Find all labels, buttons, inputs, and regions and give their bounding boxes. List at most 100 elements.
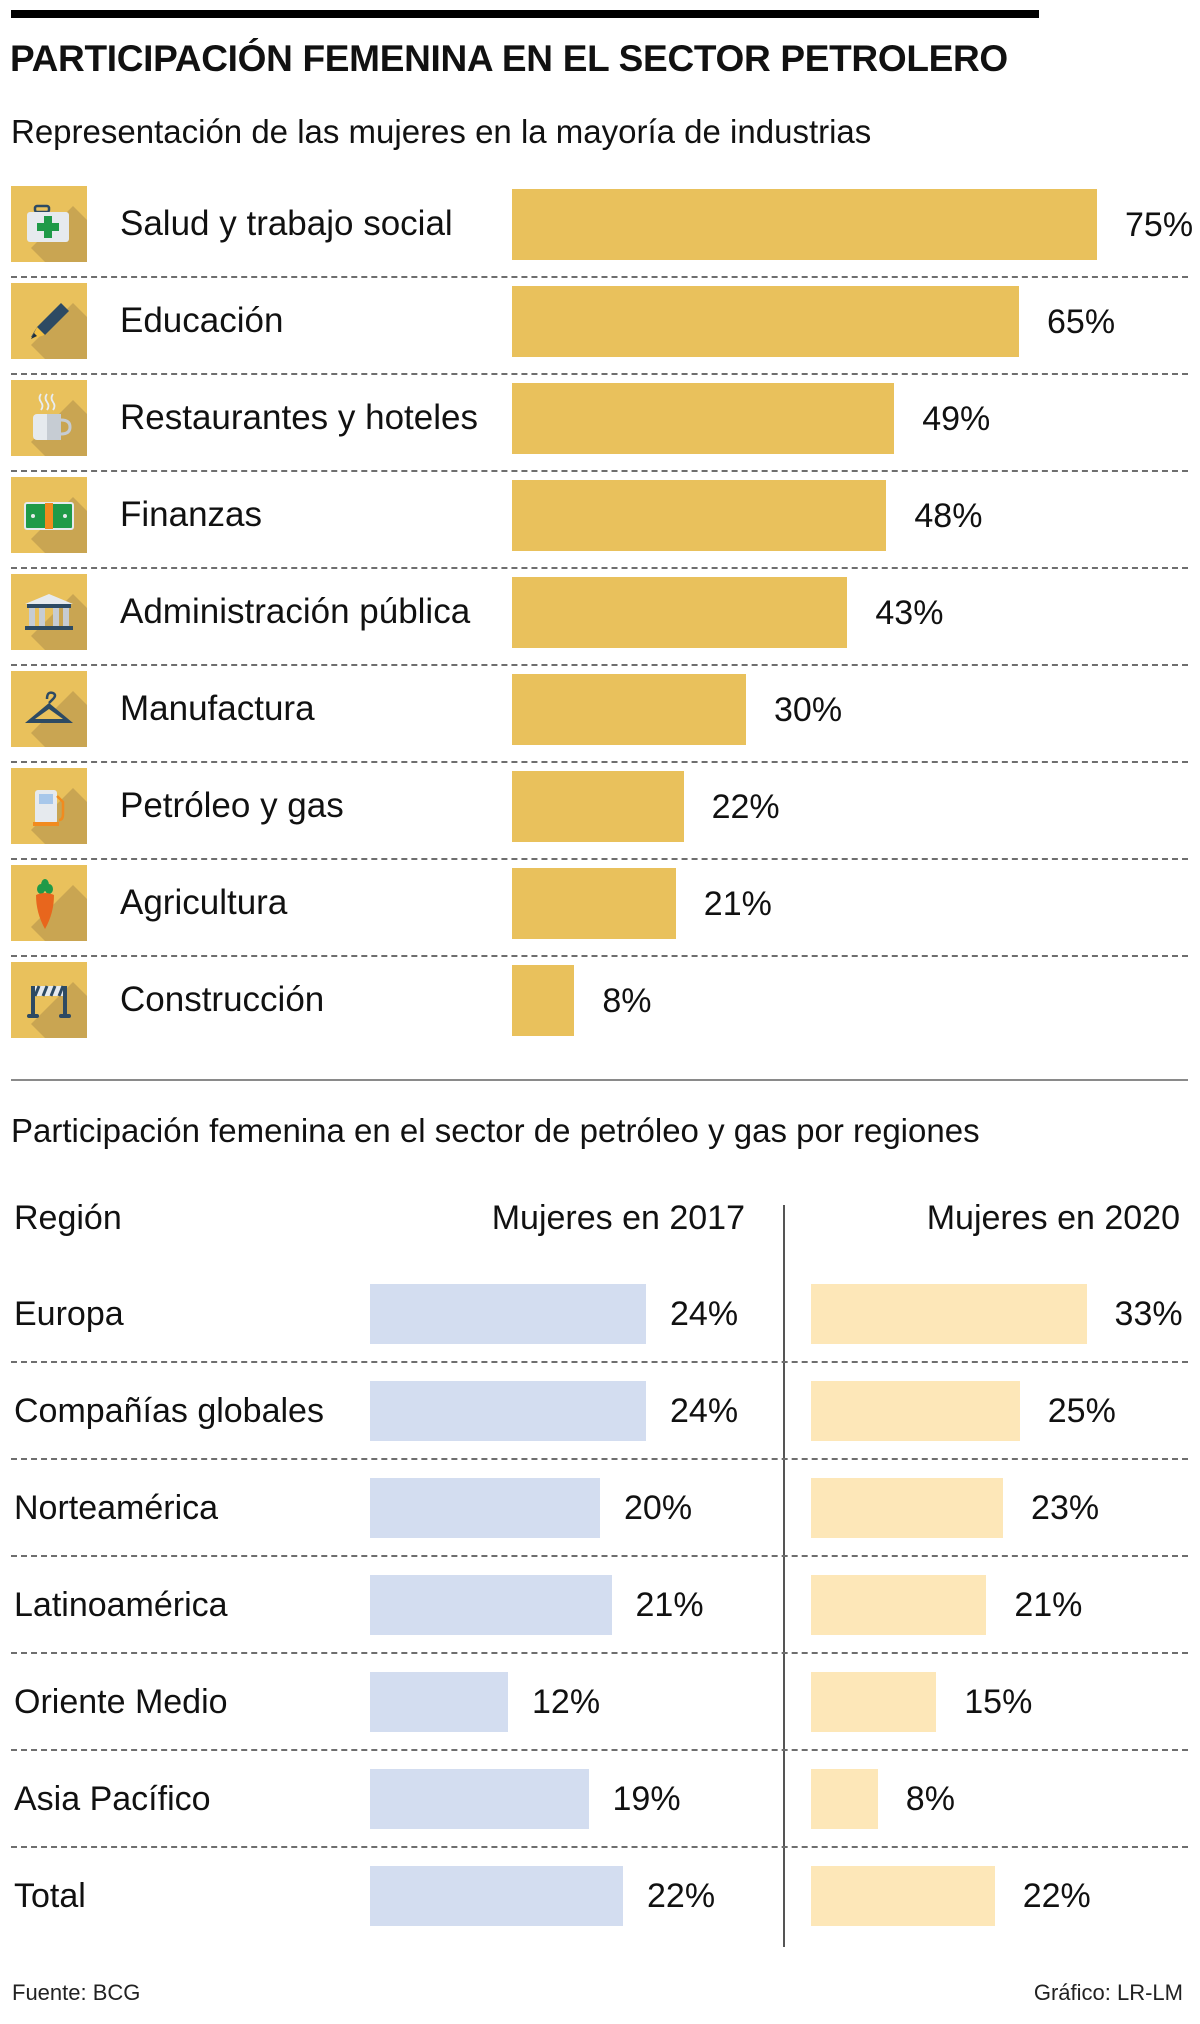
value-label-2017: 22% — [647, 1877, 716, 1915]
row-separator — [11, 1555, 1188, 1557]
industry-label: Construcción — [120, 980, 325, 1019]
page-title: PARTICIPACIÓN FEMENINA EN EL SECTOR PETR… — [10, 38, 1008, 79]
regions-subtitle: Participación femenina en el sector de p… — [11, 1112, 980, 1149]
industry-value-label: 48% — [914, 497, 983, 535]
region-row: Norteamérica 20% 23% — [0, 1462, 1200, 1559]
industry-row: Agricultura 21% — [0, 858, 1200, 957]
bar-2017 — [370, 1672, 508, 1732]
industry-value-label: 30% — [774, 691, 843, 729]
industry-value-label: 8% — [602, 982, 652, 1020]
industry-bar — [512, 286, 1019, 357]
row-separator — [11, 470, 1188, 472]
industry-row: Manufactura 30% — [0, 664, 1200, 763]
bar-2017 — [370, 1478, 600, 1538]
value-label-2017: 12% — [532, 1683, 601, 1721]
industry-row: Restaurantes y hoteles 49% — [0, 373, 1200, 472]
bar-2020 — [811, 1381, 1020, 1441]
industry-label: Manufactura — [120, 689, 315, 728]
value-label-2020: 25% — [1047, 1392, 1116, 1430]
industry-value-label: 49% — [922, 400, 991, 438]
coffee-cup-icon — [11, 380, 87, 456]
industry-label: Petróleo y gas — [120, 786, 344, 825]
row-separator — [11, 858, 1188, 860]
first-aid-kit-icon — [11, 186, 87, 262]
industry-row: Educación 65% — [0, 276, 1200, 375]
section-separator — [11, 1079, 1188, 1081]
bar-2017 — [370, 1769, 589, 1829]
column-header-region: Región — [14, 1199, 122, 1237]
region-row: Latinoamérica 21% 21% — [0, 1559, 1200, 1656]
column-header-2017: Mujeres en 2017 — [491, 1199, 745, 1237]
value-label-2017: 19% — [612, 1780, 681, 1818]
bar-2020 — [811, 1769, 878, 1829]
industry-label: Agricultura — [120, 883, 288, 922]
row-separator — [11, 373, 1188, 375]
row-separator — [11, 567, 1188, 569]
carrot-icon — [11, 865, 87, 941]
bar-2020 — [811, 1575, 987, 1635]
bar-2017 — [370, 1381, 646, 1441]
industry-label: Administración pública — [120, 592, 471, 631]
region-label: Latinoamérica — [14, 1586, 228, 1624]
industry-row: Administración pública 43% — [0, 567, 1200, 666]
value-label-2017: 20% — [624, 1489, 693, 1527]
region-row: Oriente Medio 12% 15% — [0, 1656, 1200, 1753]
industry-row: Construcción 8% — [0, 955, 1200, 1052]
bar-2020 — [811, 1866, 995, 1926]
industries-subtitle: Representación de las mujeres en la mayo… — [11, 113, 872, 150]
row-separator — [11, 761, 1188, 763]
industry-label: Restaurantes y hoteles — [120, 398, 478, 437]
column-divider — [783, 1205, 785, 1947]
row-separator — [11, 1361, 1188, 1363]
region-row: Total 22% 22% — [0, 1850, 1200, 1947]
industry-bar — [512, 868, 676, 939]
source-note: Fuente: BCG — [12, 1980, 141, 2005]
pencil-icon — [11, 283, 87, 359]
banknote-icon — [11, 477, 87, 553]
region-label: Compañías globales — [14, 1392, 324, 1430]
value-label-2017: 24% — [670, 1295, 739, 1333]
bar-2017 — [370, 1866, 623, 1926]
industry-value-label: 43% — [875, 594, 944, 632]
government-building-icon — [11, 574, 87, 650]
industry-value-label: 75% — [1125, 206, 1194, 244]
row-separator — [11, 664, 1188, 666]
industry-bar — [512, 189, 1097, 260]
value-label-2020: 8% — [905, 1780, 955, 1818]
industry-bar — [512, 674, 746, 745]
industry-row: Finanzas 48% — [0, 470, 1200, 569]
industry-bar — [512, 965, 575, 1036]
bar-2020 — [811, 1672, 937, 1732]
value-label-2020: 22% — [1022, 1877, 1091, 1915]
region-label: Asia Pacífico — [14, 1780, 211, 1818]
industry-value-label: 22% — [711, 788, 780, 826]
value-label-2017: 21% — [635, 1586, 704, 1624]
column-header-2020: Mujeres en 2020 — [926, 1199, 1180, 1237]
graphic-credit: Gráfico: LR-LM — [1033, 1980, 1183, 2005]
region-row: Europa 24% 33% — [0, 1268, 1200, 1365]
row-separator — [11, 276, 1188, 278]
industry-row: Salud y trabajo social 75% — [0, 179, 1200, 278]
value-label-2017: 24% — [670, 1392, 739, 1430]
road-barrier-icon — [11, 962, 87, 1038]
region-row: Asia Pacífico 19% 8% — [0, 1753, 1200, 1850]
region-row: Compañías globales 24% 25% — [0, 1365, 1200, 1462]
value-label-2020: 33% — [1114, 1295, 1183, 1333]
industry-label: Finanzas — [120, 495, 263, 534]
region-label: Norteamérica — [14, 1489, 219, 1527]
industry-bar — [512, 771, 684, 842]
row-separator — [11, 1458, 1188, 1460]
region-label: Europa — [14, 1295, 124, 1333]
fuel-pump-icon — [11, 768, 87, 844]
region-label: Total — [14, 1877, 86, 1915]
industry-row: Petróleo y gas 22% — [0, 761, 1200, 860]
industry-value-label: 65% — [1047, 303, 1116, 341]
bar-2020 — [811, 1478, 1004, 1538]
row-separator — [11, 1749, 1188, 1751]
bar-2020 — [811, 1284, 1087, 1344]
industry-label: Educación — [120, 301, 284, 340]
value-label-2020: 23% — [1031, 1489, 1100, 1527]
title-rule — [11, 10, 1039, 18]
value-label-2020: 15% — [964, 1683, 1033, 1721]
industry-bar — [512, 383, 895, 454]
